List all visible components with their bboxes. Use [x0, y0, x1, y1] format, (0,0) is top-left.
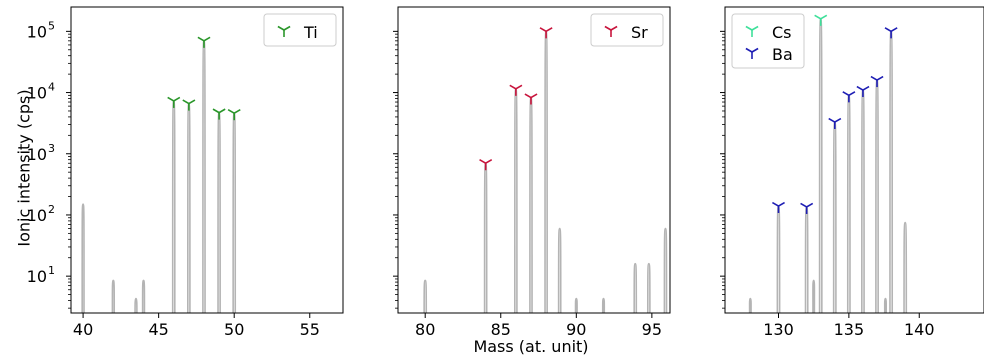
- spectrum-peak: [861, 89, 865, 313]
- y-tick-exponent: 4: [48, 81, 55, 94]
- spectrum-peak: [889, 30, 894, 313]
- y-tick-label: 10: [27, 84, 47, 103]
- marker-ba: [800, 202, 814, 214]
- legend-label-ti: Ti: [303, 23, 318, 42]
- spectrum-peak: [812, 279, 816, 313]
- legend-box: [263, 13, 337, 47]
- x-axis-title: Mass (at. unit): [473, 337, 588, 356]
- legend-box: [590, 13, 664, 47]
- legend-label-cs: Cs: [772, 23, 792, 42]
- spectrum-peak: [818, 18, 823, 313]
- legend-label-sr: Sr: [631, 23, 648, 42]
- marker-ba: [828, 117, 842, 130]
- y-tick-exponent: 1: [48, 264, 55, 277]
- marker-sr: [539, 27, 553, 39]
- spectrum-peak: [832, 121, 837, 313]
- marker-ti: [197, 36, 211, 48]
- axes-frame: [70, 6, 344, 314]
- legend: Sr: [590, 13, 664, 47]
- spectrum-peak: [217, 111, 221, 313]
- spectrum-peak: [529, 96, 533, 313]
- spectrum-peak: [187, 102, 191, 313]
- y-tick-label: 10: [27, 267, 47, 286]
- spectrum-trace: [423, 30, 668, 313]
- spectrum-peak: [663, 227, 668, 313]
- legend-marker-ti: [277, 25, 291, 37]
- spectrum-peak: [903, 221, 908, 313]
- spectrum-peak: [141, 279, 146, 313]
- marker-ba: [842, 91, 856, 103]
- marker-ba: [870, 75, 884, 88]
- spectrum-peak: [633, 262, 638, 313]
- marker-sr: [479, 159, 493, 171]
- x-tick-label: 50: [224, 320, 244, 339]
- spectrum-trace: [81, 40, 237, 313]
- spectrum-peak: [804, 206, 809, 313]
- y-tick-label: 10: [27, 206, 47, 225]
- legend: Cs Ba: [731, 13, 805, 69]
- spectrum-peak: [875, 79, 879, 313]
- marker-sr: [509, 84, 523, 96]
- chart-panel-2: 80 85 90 95 Sr: [393, 6, 671, 339]
- marker-ti: [167, 96, 181, 108]
- marker-ti: [227, 108, 241, 121]
- x-tick-label: 140: [904, 320, 935, 339]
- y-tick-exponent: 5: [48, 19, 55, 32]
- marker-ba: [856, 85, 870, 98]
- legend-marker-sr: [604, 25, 618, 37]
- spectrum-peak: [111, 279, 116, 313]
- marker-ba: [772, 201, 785, 214]
- spectrum-peak: [601, 297, 606, 313]
- spectrum-peak: [81, 203, 85, 313]
- spectrum-peak: [423, 279, 428, 313]
- legend-box: [731, 13, 805, 69]
- spectrum-peak: [171, 100, 176, 313]
- spectrum-peak: [557, 227, 562, 313]
- spectrum-peak: [776, 205, 781, 313]
- spectrum-peak: [544, 30, 548, 313]
- spectrum-peak: [574, 297, 578, 313]
- spectrum-peak: [134, 297, 138, 313]
- legend-label-ba: Ba: [772, 45, 793, 64]
- spectrum-peak: [202, 40, 206, 313]
- y-tick-label: 10: [27, 22, 47, 41]
- y-tick-label: 10: [27, 145, 47, 164]
- spectrum-peak: [748, 297, 752, 313]
- spectrum-peak: [483, 162, 488, 313]
- x-tick-label: 55: [300, 320, 320, 339]
- legend-marker-cs: [745, 25, 759, 37]
- x-tick-label: 85: [491, 320, 511, 339]
- marker-ba: [884, 27, 898, 39]
- axes-frame: [397, 6, 671, 314]
- x-tick-label: 130: [763, 320, 794, 339]
- x-tick-label: 135: [834, 320, 865, 339]
- spectrum-peak: [514, 88, 518, 313]
- legend: Ti: [263, 13, 337, 47]
- x-tick-label: 90: [566, 320, 586, 339]
- chart-panel-3: 130 135 140 Cs Ba: [720, 6, 984, 339]
- x-tick-label: 40: [73, 320, 93, 339]
- x-tick-label: 45: [148, 320, 168, 339]
- x-tick-label: 80: [415, 320, 435, 339]
- marker-sr: [524, 93, 538, 105]
- spectrum-peak: [846, 94, 851, 313]
- x-tick-label: 95: [642, 320, 662, 339]
- marker-ti: [212, 108, 226, 120]
- y-axis-title: Ionic intensity (cps): [15, 89, 34, 246]
- marker-ti: [182, 99, 196, 111]
- spectrum-peak: [232, 112, 237, 313]
- spectrum-peak: [883, 297, 888, 313]
- legend-marker-ba: [745, 47, 759, 59]
- spectrum-peak: [646, 262, 651, 313]
- y-tick-exponent: 2: [48, 203, 55, 216]
- y-tick-exponent: 3: [48, 142, 55, 155]
- marker-cs: [814, 14, 828, 26]
